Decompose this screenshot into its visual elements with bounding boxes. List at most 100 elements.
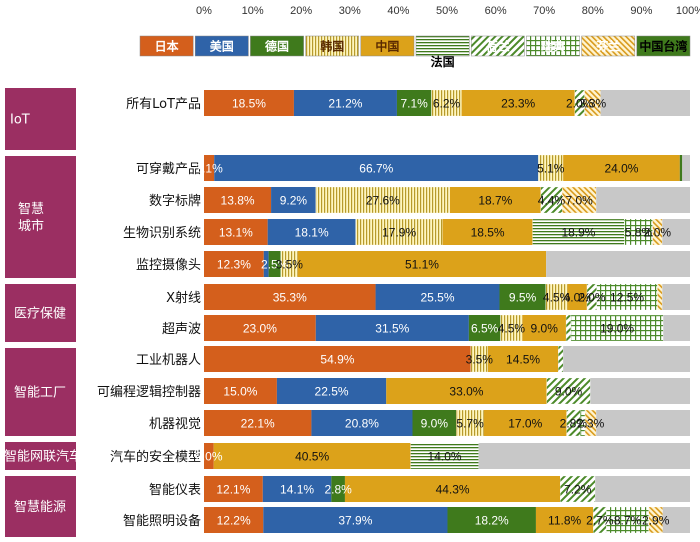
legend-swatch [305,35,360,57]
bar-segment [563,346,690,372]
bar-segment [662,219,690,245]
data-label: 44.3% [436,483,470,497]
data-label: 2.5% [261,258,289,272]
bar-segment [375,284,500,310]
x-tick-label: 40% [387,5,409,17]
bar-segment [679,155,683,181]
data-label: 24.0% [604,162,638,176]
bar-segment [624,218,653,246]
bar-segment [478,443,690,469]
bar-segment [396,90,432,116]
legend-swatch [636,35,691,57]
bar-segment [596,187,690,213]
data-label: 4.5% [498,322,526,336]
data-label: 6.2% [433,97,461,111]
bar-segment [263,507,448,533]
data-label: 33.0% [449,385,483,399]
data-label: 51.1% [405,258,439,272]
x-axis: 0% 10% 20% 30% 40% 50% 60% 70% 80% 90% 100% [196,5,700,17]
data-label: 22.5% [315,385,349,399]
group-box [5,348,76,436]
group-label: 智能网联汽车 [4,449,82,465]
bar-segment [204,346,471,372]
x-tick-label: 90% [630,5,652,17]
bar-segment [315,315,469,341]
x-tick-label: 70% [533,5,555,17]
legend-swatch [194,35,249,57]
data-label: 8.7% [614,514,642,528]
legend-label: 日本 [155,39,179,54]
category-label: 汽车的安全模型 [110,449,201,465]
data-label: 7.1% [401,97,429,111]
data-label: 9.0% [421,417,449,431]
bar-segment [442,219,533,245]
category-label: 智能仪表 [149,483,201,498]
bar-segment [584,409,597,437]
bar-segment [331,476,345,502]
bar-segment [558,345,564,373]
data-label: 3.5% [466,353,494,367]
data-label: 18.1% [295,226,329,240]
data-label: 2.8% [324,483,352,497]
data-label: 23.0% [243,322,277,336]
data-label: 14.5% [506,353,540,367]
data-label: 2.9% [642,514,670,528]
data-label: 14.0% [428,450,462,464]
group-box [5,88,76,150]
data-label: 4.5% [543,291,571,305]
bar-segment [311,410,413,436]
data-label: 4.4% [538,194,566,208]
bar-segment [487,346,559,372]
bar-segment [386,378,547,404]
x-tick-label: 100% [676,5,700,17]
category-label: 数字标牌 [149,193,201,209]
data-label: 4.0% [564,291,592,305]
data-label: 9.2% [280,194,308,208]
bar-segment [560,475,596,503]
legend-label: 中国 [375,39,399,54]
bar-segment [204,476,263,502]
bar-segment [204,410,312,436]
data-label: 13.1% [219,226,253,240]
category-label: 工业机器人 [136,353,201,368]
data-label: 18.5% [471,226,505,240]
group-label: IoT [10,113,30,128]
bar-segment [596,283,658,311]
bar-segment [657,283,663,311]
bar-segment [563,155,680,181]
bar-segment [570,314,664,342]
bar-segment [456,409,485,437]
data-label: 54.9% [320,353,354,367]
bar-segment [204,155,215,181]
data-label: 9.0% [555,385,583,399]
bar-segment [538,154,564,182]
legend-swatch [250,35,304,57]
data-label: 2.0% [566,97,594,111]
data-label: 12.5% [610,291,644,305]
legend-label: 美国 [210,39,234,54]
group-box [5,284,76,342]
bar-segment [204,443,214,469]
data-label: 13.8% [221,194,255,208]
legend-swatch [139,35,194,57]
data-label: 5.1% [537,162,565,176]
x-tick-label: 10% [242,5,264,17]
data-label: 2.0% [644,226,672,240]
category-label: 所有LoT产品 [126,97,201,112]
data-label: 7.2% [564,483,592,497]
group-label: 智慧 [18,201,44,217]
data-label: 19.0% [600,322,634,336]
data-label: 9.0% [531,322,559,336]
bar-segment [600,90,690,116]
data-label: 3.5% [276,258,304,272]
legend-label: 瑞典 [541,39,565,54]
bar-segment [461,90,575,116]
data-label: 7.0% [566,194,594,208]
data-label: 2.0% [578,291,606,305]
bar-segment [410,442,479,470]
data-label: 15.0% [223,385,257,399]
bar-segment [431,89,462,117]
data-label: 5.8% [625,226,653,240]
